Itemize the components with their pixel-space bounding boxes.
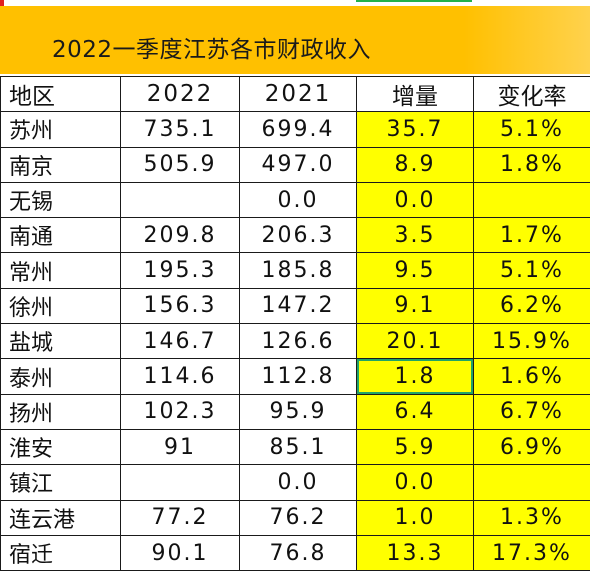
cell-city[interactable]: 淮安 — [1, 429, 121, 464]
cell-delta[interactable]: 9.1 — [357, 288, 474, 323]
cell-2022[interactable]: 102.3 — [121, 394, 240, 429]
cell-city[interactable]: 无锡 — [1, 182, 121, 217]
cell-rate[interactable]: 15.9% — [474, 324, 590, 359]
cell-rate[interactable] — [474, 465, 590, 500]
cell-city[interactable]: 苏州 — [1, 112, 121, 147]
cell-rate[interactable]: 5.1% — [474, 112, 590, 147]
cell-delta[interactable]: 5.9 — [357, 429, 474, 464]
header-cell-delta[interactable]: 增量 — [357, 77, 474, 112]
cell-city[interactable]: 常州 — [1, 253, 121, 288]
cell-2021[interactable]: 699.4 — [240, 112, 357, 147]
cell-2021[interactable]: 85.1 — [240, 429, 357, 464]
header-cell-2022[interactable]: 2022 — [121, 77, 240, 112]
cell-2021[interactable]: 185.8 — [240, 253, 357, 288]
cell-2022[interactable]: 77.2 — [121, 500, 240, 535]
cell-delta[interactable]: 3.5 — [357, 218, 474, 253]
cell-rate[interactable]: 1.7% — [474, 218, 590, 253]
cell-city[interactable]: 连云港 — [1, 500, 121, 535]
cell-rate[interactable]: 6.7% — [474, 394, 590, 429]
cell-delta[interactable]: 0.0 — [357, 182, 474, 217]
cell-2022[interactable]: 195.3 — [121, 253, 240, 288]
cell-2021[interactable]: 497.0 — [240, 147, 357, 182]
cell-rate[interactable]: 1.8% — [474, 147, 590, 182]
cell-rate[interactable]: 17.3% — [474, 535, 590, 570]
header-cell-rate[interactable]: 变化率 — [474, 77, 590, 112]
cell-2021[interactable]: 0.0 — [240, 465, 357, 500]
cell-rate[interactable]: 1.6% — [474, 359, 590, 394]
cell-city[interactable]: 镇江 — [1, 465, 121, 500]
cell-delta[interactable]: 20.1 — [357, 324, 474, 359]
cell-2021[interactable]: 112.8 — [240, 359, 357, 394]
cell-delta[interactable]: 8.9 — [357, 147, 474, 182]
header-cell-region[interactable]: 地区 — [1, 77, 121, 112]
green-selection-edge — [356, 0, 472, 2]
cell-2021[interactable]: 95.9 — [240, 394, 357, 429]
cell-2021[interactable]: 0.0 — [240, 182, 357, 217]
cell-2021[interactable]: 76.2 — [240, 500, 357, 535]
cell-2022[interactable] — [121, 465, 240, 500]
cell-delta[interactable]: 13.3 — [357, 535, 474, 570]
cell-2022[interactable]: 90.1 — [121, 535, 240, 570]
cell-2022[interactable]: 91 — [121, 429, 240, 464]
cell-2021[interactable]: 147.2 — [240, 288, 357, 323]
cell-2022[interactable] — [121, 182, 240, 217]
cell-2022[interactable]: 505.9 — [121, 147, 240, 182]
cell-city[interactable]: 泰州 — [1, 359, 121, 394]
header-cell-2021[interactable]: 2021 — [240, 77, 357, 112]
cell-delta[interactable]: 0.0 — [357, 465, 474, 500]
page-title: 2022一季度江苏各市财政收入 — [52, 30, 371, 64]
cell-2021[interactable]: 76.8 — [240, 535, 357, 570]
cell-delta[interactable]: 1.8 — [357, 359, 474, 394]
cell-rate[interactable]: 5.1% — [474, 253, 590, 288]
cell-rate[interactable]: 6.9% — [474, 429, 590, 464]
cell-rate[interactable]: 6.2% — [474, 288, 590, 323]
cell-city[interactable]: 南京 — [1, 147, 121, 182]
cell-2022[interactable]: 146.7 — [121, 324, 240, 359]
cell-delta[interactable]: 9.5 — [357, 253, 474, 288]
header-row: 地区 2022 2021 增量 变化率 — [1, 77, 590, 112]
cell-city[interactable]: 南通 — [1, 218, 121, 253]
title-banner: 2022一季度江苏各市财政收入 — [0, 6, 590, 74]
cell-2021[interactable]: 206.3 — [240, 218, 357, 253]
cell-2021[interactable]: 126.6 — [240, 324, 357, 359]
cell-rate[interactable]: 1.3% — [474, 500, 590, 535]
cell-delta[interactable]: 6.4 — [357, 394, 474, 429]
banner-edge — [410, 6, 590, 74]
cell-2022[interactable]: 735.1 — [121, 112, 240, 147]
cell-city[interactable]: 盐城 — [1, 324, 121, 359]
cell-2022[interactable]: 114.6 — [121, 359, 240, 394]
cell-2022[interactable]: 156.3 — [121, 288, 240, 323]
cell-delta[interactable]: 35.7 — [357, 112, 474, 147]
cell-rate[interactable] — [474, 182, 590, 217]
cell-delta[interactable]: 1.0 — [357, 500, 474, 535]
cell-city[interactable]: 扬州 — [1, 394, 121, 429]
cell-city[interactable]: 徐州 — [1, 288, 121, 323]
cell-2022[interactable]: 209.8 — [121, 218, 240, 253]
cell-city[interactable]: 宿迁 — [1, 535, 121, 570]
